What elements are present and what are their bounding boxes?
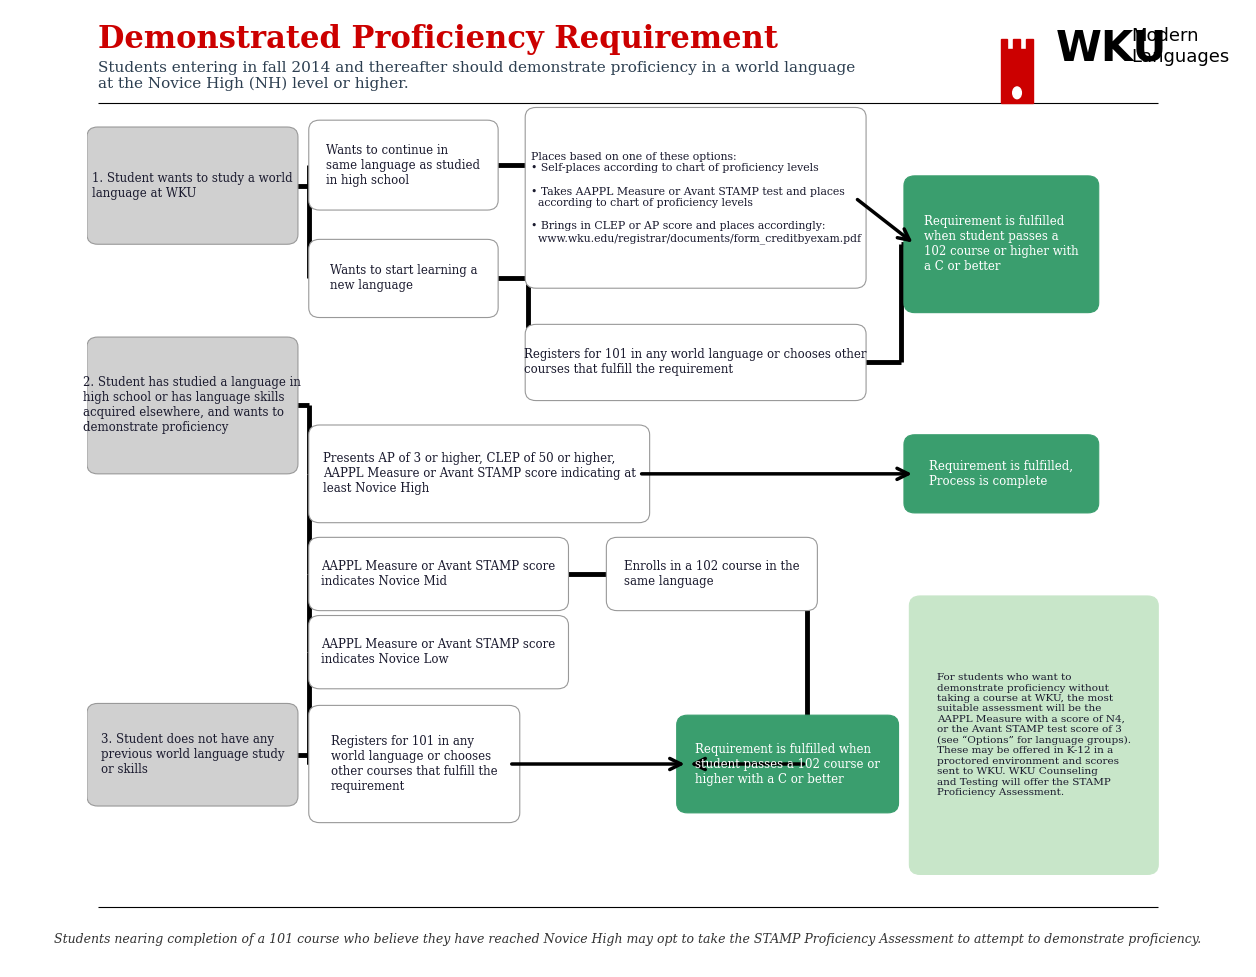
FancyBboxPatch shape [87,337,298,474]
Text: 1. Student wants to study a world
language at WKU: 1. Student wants to study a world langua… [92,172,293,199]
FancyBboxPatch shape [309,616,569,689]
Text: Requirement is fulfilled,
Process is complete: Requirement is fulfilled, Process is com… [929,460,1074,488]
FancyBboxPatch shape [904,176,1099,313]
Text: 2. Student has studied a language in
high school or has language skills
acquired: 2. Student has studied a language in hig… [83,376,301,435]
FancyBboxPatch shape [909,596,1158,874]
Text: Students entering in fall 2014 and thereafter should demonstrate proficiency in : Students entering in fall 2014 and there… [98,61,855,91]
Text: WKU: WKU [1055,27,1167,69]
Text: For students who want to
demonstrate proficiency without
taking a course at WKU,: For students who want to demonstrate pro… [937,673,1130,797]
Text: Students nearing completion of a 101 course who believe they have reached Novice: Students nearing completion of a 101 cou… [54,933,1202,947]
FancyBboxPatch shape [309,537,569,611]
Text: 3. Student does not have any
previous world language study
or skills: 3. Student does not have any previous wo… [100,733,284,777]
FancyBboxPatch shape [309,425,649,523]
FancyBboxPatch shape [87,127,298,244]
Text: AAPPL Measure or Avant STAMP score
indicates Novice Mid: AAPPL Measure or Avant STAMP score indic… [322,560,555,588]
FancyBboxPatch shape [309,239,499,318]
Polygon shape [1001,39,1032,103]
Text: Requirement is fulfilled
when student passes a
102 course or higher with
a C or : Requirement is fulfilled when student pa… [924,215,1079,274]
Text: Registers for 101 in any
world language or chooses
other courses that fulfill th: Registers for 101 in any world language … [332,735,497,793]
Text: Places based on one of these options:
• Self-places according to chart of profic: Places based on one of these options: • … [530,151,860,244]
Text: AAPPL Measure or Avant STAMP score
indicates Novice Low: AAPPL Measure or Avant STAMP score indic… [322,638,555,666]
FancyBboxPatch shape [677,715,898,813]
Text: Registers for 101 in any world language or chooses other
courses that fulfill th: Registers for 101 in any world language … [525,349,867,376]
FancyBboxPatch shape [904,435,1099,513]
Text: Demonstrated Proficiency Requirement: Demonstrated Proficiency Requirement [98,24,777,56]
FancyBboxPatch shape [87,703,298,806]
FancyBboxPatch shape [525,324,867,401]
Text: Requirement is fulfilled when
student passes a 102 course or
higher with a C or : Requirement is fulfilled when student pa… [695,743,880,786]
FancyBboxPatch shape [525,107,867,288]
Text: Wants to continue in
same language as studied
in high school: Wants to continue in same language as st… [327,144,481,187]
Text: Modern
Languages: Modern Languages [1132,27,1230,66]
Text: Wants to start learning a
new language: Wants to start learning a new language [330,265,477,292]
Text: Presents AP of 3 or higher, CLEP of 50 or higher,
AAPPL Measure or Avant STAMP s: Presents AP of 3 or higher, CLEP of 50 o… [323,452,636,495]
FancyBboxPatch shape [607,537,818,611]
FancyBboxPatch shape [309,705,520,823]
FancyBboxPatch shape [309,120,499,210]
Ellipse shape [1012,87,1021,99]
Text: Enrolls in a 102 course in the
same language: Enrolls in a 102 course in the same lang… [624,560,800,588]
